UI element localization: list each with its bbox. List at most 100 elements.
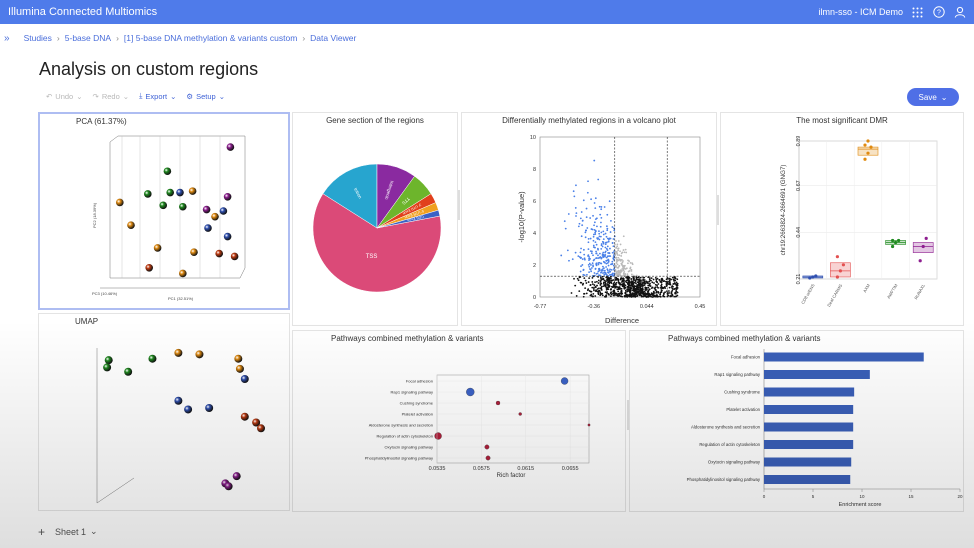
- pathway-dot-point[interactable]: [466, 387, 475, 397]
- pca-sample-point[interactable]: [190, 248, 198, 256]
- dmr-sample-point[interactable]: [808, 276, 812, 280]
- pca-sample-point[interactable]: [230, 252, 239, 261]
- pca-sample-point[interactable]: [226, 143, 235, 151]
- umap-sample-point[interactable]: [252, 418, 261, 427]
- breadcrumb-project[interactable]: 5-base DNA: [64, 33, 112, 43]
- umap-sample-point[interactable]: [174, 348, 183, 357]
- pca-sample-point[interactable]: [188, 187, 197, 195]
- dmr-sample-point[interactable]: [863, 157, 867, 161]
- umap-panel[interactable]: UMAP: [38, 313, 290, 511]
- dmr-sample-point[interactable]: [891, 238, 895, 243]
- dmr-boxplot[interactable]: 0.21 0.44 0.67 0.89 CD8 w/ENS Deaf CARMG AXM A…: [721, 125, 963, 325]
- dmr-sample-point[interactable]: [897, 238, 901, 243]
- umap-sample-point[interactable]: [104, 356, 113, 365]
- expand-sidebar-icon[interactable]: »: [4, 32, 10, 44]
- pathway-bar[interactable]: [764, 387, 855, 397]
- pca-sample-point[interactable]: [176, 188, 184, 197]
- pathway-dot-point[interactable]: [434, 432, 442, 440]
- pathway-dot-point[interactable]: [560, 377, 569, 385]
- pca-sample-point[interactable]: [223, 193, 232, 201]
- pathway-bar[interactable]: [764, 440, 854, 449]
- dmr-box[interactable]: [857, 146, 879, 156]
- panel-resize-handle[interactable]: [458, 190, 460, 220]
- umap-sample-point[interactable]: [184, 405, 193, 414]
- pathway-dot-panel[interactable]: Pathways combined methylation & variants…: [292, 330, 626, 512]
- dmr-sample-point[interactable]: [835, 255, 839, 259]
- umap-sample-point[interactable]: [205, 404, 214, 412]
- pathway-bar-panel[interactable]: Pathways combined methylation & variants…: [629, 330, 964, 512]
- pathway-bar[interactable]: [764, 352, 924, 362]
- pca-plot[interactable]: PC2 (18.39%) PC3 (10.46%) PC1 (32.51%): [40, 128, 288, 308]
- pca-sample-point[interactable]: [202, 205, 211, 214]
- pathway-bar[interactable]: [764, 370, 870, 379]
- dmr-sample-point[interactable]: [869, 145, 873, 149]
- dmr-sample-point[interactable]: [841, 263, 845, 267]
- dmr-sample-point[interactable]: [814, 274, 818, 278]
- grid-icon[interactable]: [911, 6, 924, 19]
- volcano-plot[interactable]: -0.77 -0.36 0.044 0.45 0 2 4 6 8 10 Difference -l…: [462, 125, 716, 325]
- pie-slice[interactable]: [376, 209, 441, 229]
- pca-sample-point[interactable]: [127, 221, 135, 229]
- panel-resize-handle[interactable]: [627, 400, 629, 430]
- pca-sample-point[interactable]: [144, 190, 152, 198]
- pca-sample-point[interactable]: [204, 224, 212, 232]
- pathway-dot-point[interactable]: [485, 455, 491, 461]
- pathway-dot-point[interactable]: [484, 444, 490, 450]
- pca-sample-point[interactable]: [159, 201, 167, 210]
- umap-sample-point[interactable]: [240, 412, 249, 421]
- redo-button[interactable]: ↷ Redo ⌄: [93, 92, 130, 101]
- umap-sample-point[interactable]: [148, 354, 157, 363]
- umap-sample-point[interactable]: [234, 354, 243, 363]
- panel-resize-handle[interactable]: [717, 195, 719, 225]
- pca-sample-point[interactable]: [215, 249, 223, 258]
- umap-sample-point[interactable]: [195, 350, 204, 359]
- pca-sample-point[interactable]: [223, 232, 232, 241]
- pathway-bar[interactable]: [764, 405, 854, 414]
- save-button[interactable]: Save ⌄: [907, 88, 959, 106]
- pca-sample-point[interactable]: [179, 202, 187, 211]
- breadcrumb-analysis[interactable]: [1] 5-base DNA methylation & variants cu…: [123, 33, 298, 43]
- umap-plot[interactable]: [39, 328, 287, 508]
- pca-sample-point[interactable]: [179, 269, 187, 278]
- pca-sample-point[interactable]: [219, 207, 228, 215]
- pca-sample-point[interactable]: [211, 212, 219, 221]
- dmr-sample-point[interactable]: [918, 259, 922, 263]
- umap-sample-point[interactable]: [235, 364, 244, 373]
- umap-sample-point[interactable]: [240, 375, 249, 383]
- user-account-label[interactable]: ilmn-sso - ICM Demo: [818, 7, 903, 17]
- gene-section-panel[interactable]: Gene section of the regions TSS Intron Int…: [292, 112, 458, 326]
- pathway-bar[interactable]: [764, 457, 852, 467]
- pathway-bar[interactable]: [764, 422, 854, 432]
- pca-sample-point[interactable]: [145, 264, 153, 272]
- dmr-sample-point[interactable]: [838, 269, 842, 273]
- pathway-dot-point[interactable]: [495, 400, 501, 406]
- umap-sample-point[interactable]: [103, 363, 112, 372]
- user-icon[interactable]: [953, 6, 966, 19]
- dmr-sample-point[interactable]: [924, 236, 928, 241]
- undo-button[interactable]: ↶ Undo ⌄: [46, 92, 83, 101]
- sheet-tab[interactable]: Sheet 1 ⌄: [55, 526, 98, 537]
- pathway-dot-point[interactable]: [587, 423, 591, 427]
- dmr-sample-point[interactable]: [835, 275, 839, 279]
- pca-sample-point[interactable]: [116, 198, 124, 207]
- pie-slice[interactable]: [312, 193, 442, 293]
- pathway-dot-plot[interactable]: Focal adhesion Rap1 signaling pathway Cush…: [293, 345, 625, 513]
- app-brand[interactable]: Illumina Connected Multiomics: [8, 6, 158, 18]
- pca-sample-point[interactable]: [163, 167, 172, 176]
- umap-sample-point[interactable]: [257, 424, 265, 433]
- breadcrumb-studies[interactable]: Studies: [23, 33, 52, 43]
- dmr-sample-point[interactable]: [894, 240, 898, 245]
- breadcrumb-data-viewer[interactable]: Data Viewer: [310, 33, 357, 43]
- pca-sample-point[interactable]: [153, 244, 162, 252]
- pathway-dot-point[interactable]: [518, 412, 522, 416]
- umap-sample-point[interactable]: [174, 396, 183, 405]
- dmr-sample-point[interactable]: [921, 244, 925, 249]
- umap-sample-point[interactable]: [232, 472, 241, 481]
- dmr-sample-point[interactable]: [866, 139, 870, 143]
- dmr-sample-point[interactable]: [811, 275, 815, 279]
- dmr-panel[interactable]: The most significant DMR 0.21 0.44 0.67 0.8…: [720, 112, 964, 326]
- dmr-sample-point[interactable]: [866, 151, 870, 155]
- export-button[interactable]: ⤓ Export ⌄: [139, 91, 176, 101]
- pca-panel[interactable]: PCA (61.37%) PC2 (18.39%) PC3 (10.46%) P…: [38, 112, 290, 315]
